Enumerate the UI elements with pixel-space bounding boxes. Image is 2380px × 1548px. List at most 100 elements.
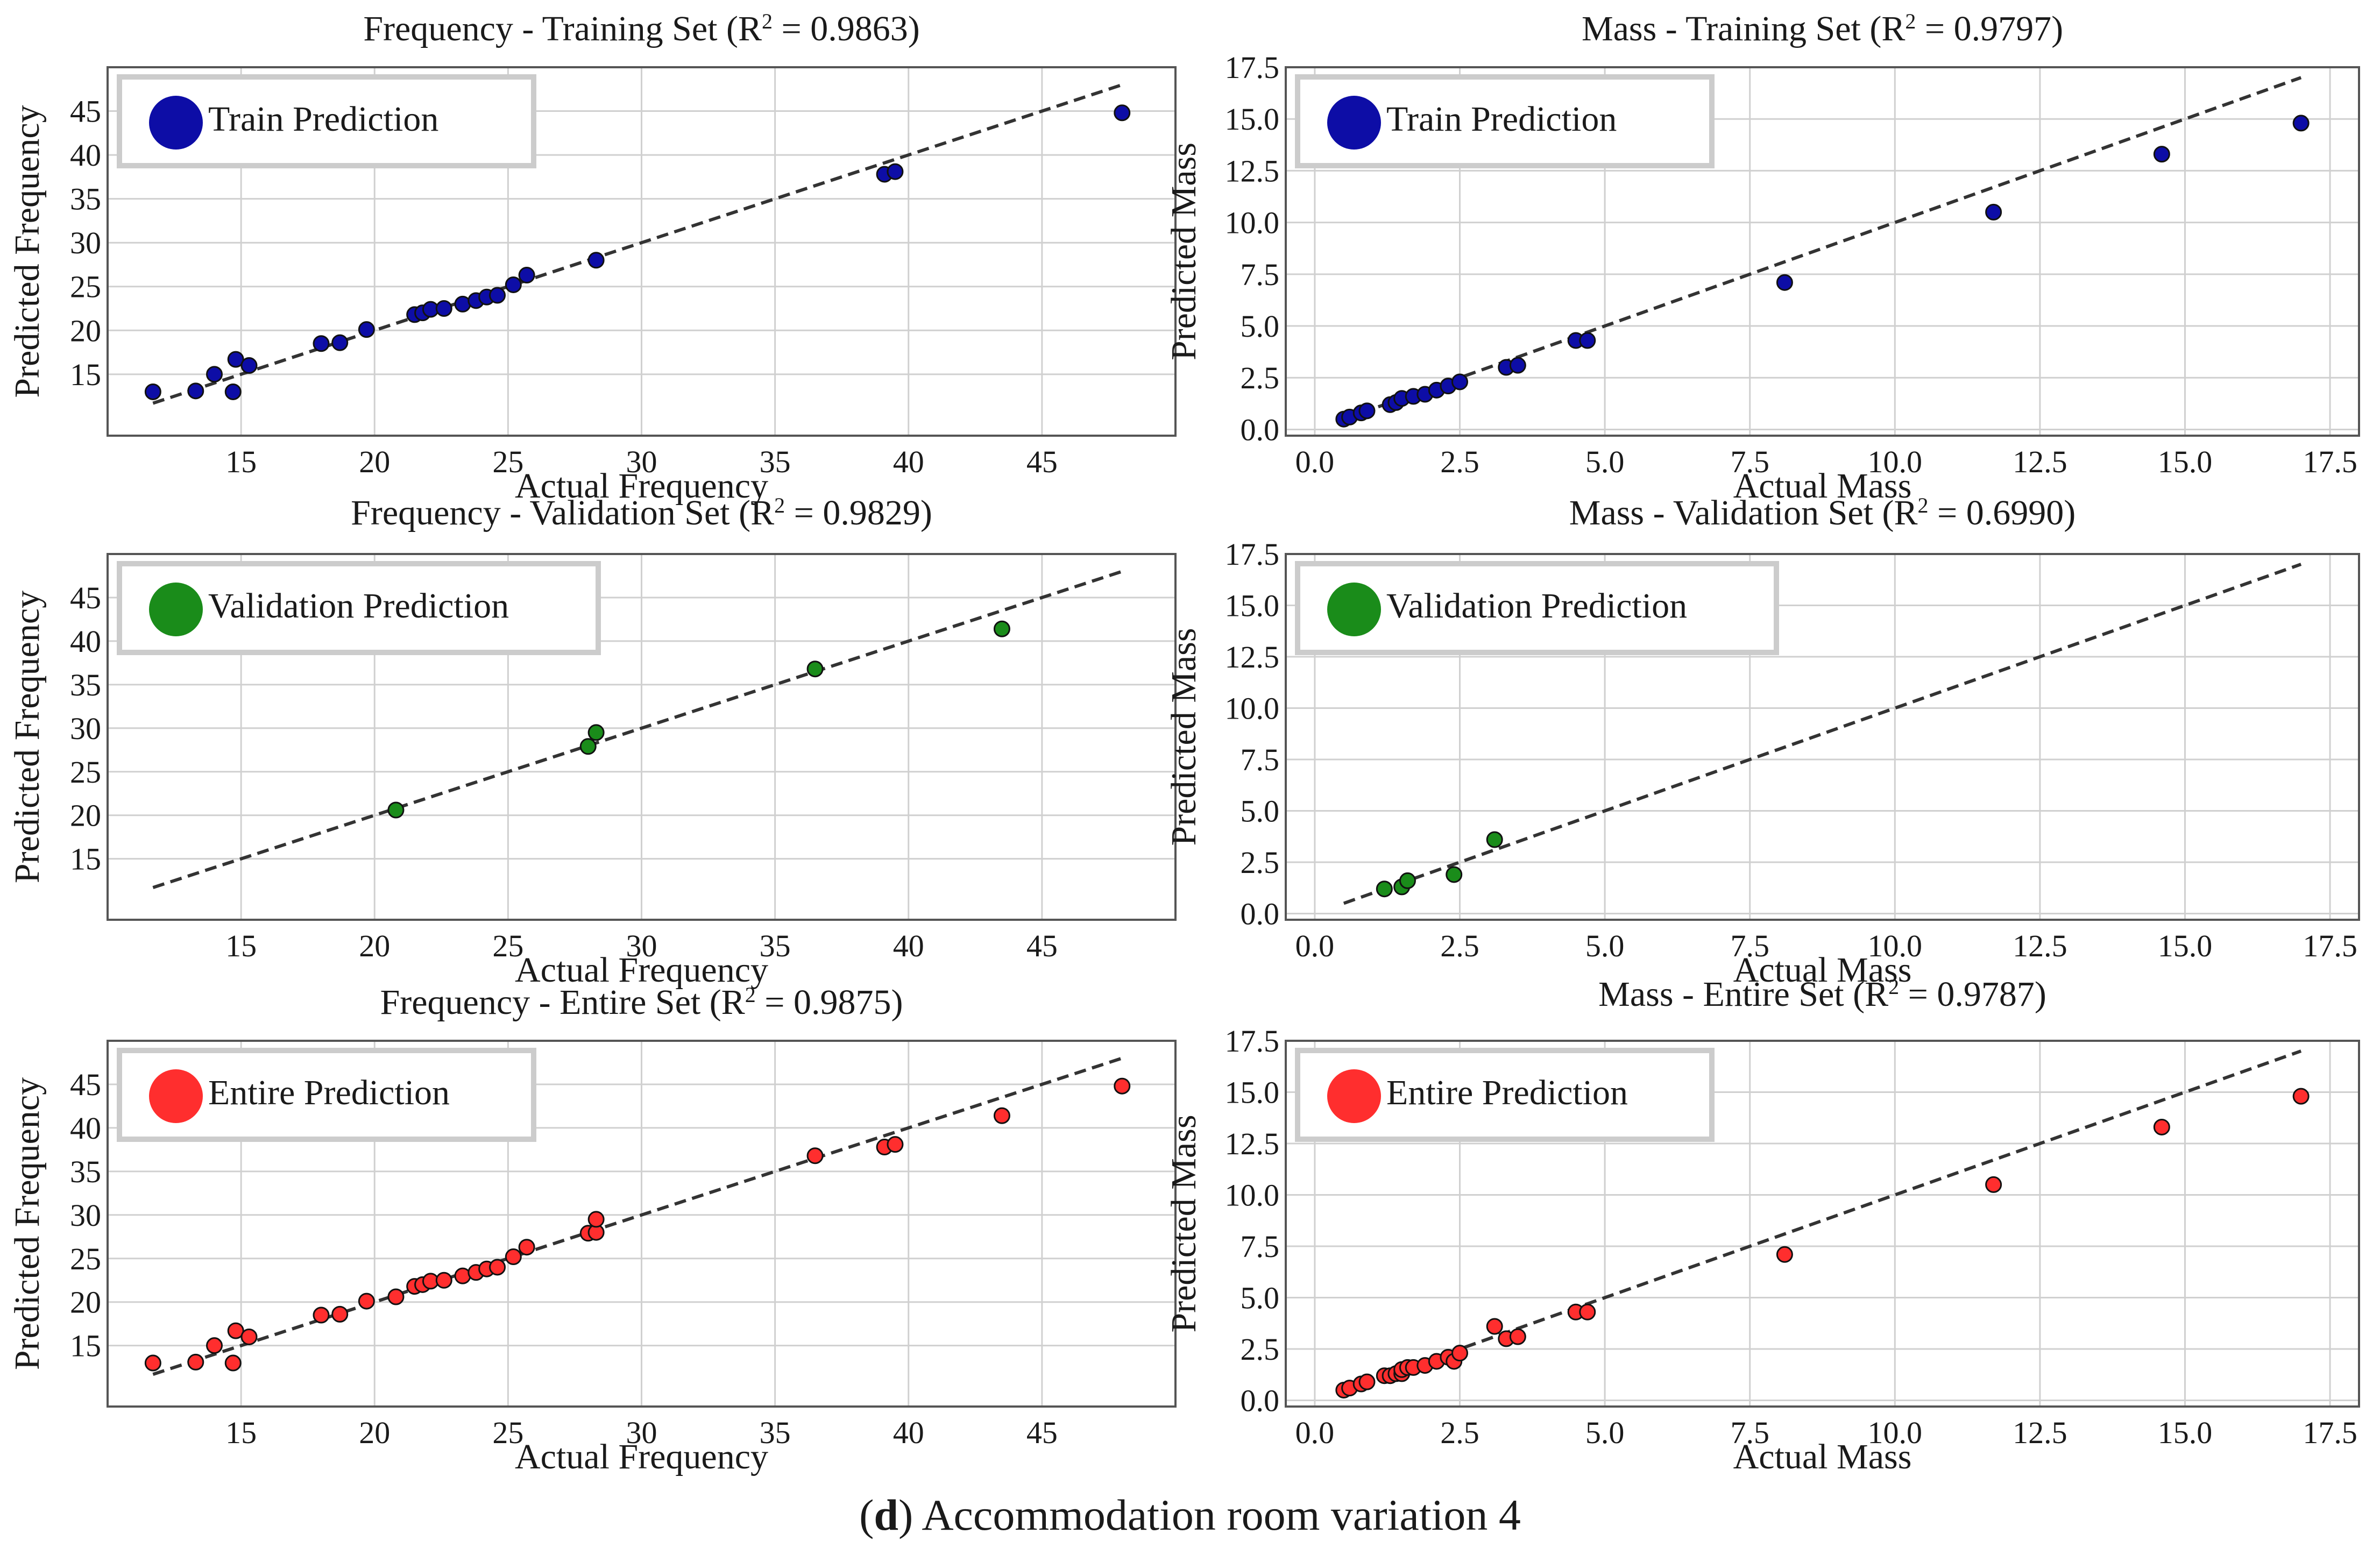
y-tick-label: 17.5	[1225, 1024, 1280, 1059]
y-tick-label: 45	[70, 580, 101, 615]
legend-label: Entire Prediction	[208, 1073, 450, 1112]
data-point	[435, 300, 452, 317]
data-point	[1509, 1328, 1526, 1345]
data-point	[1776, 1246, 1793, 1263]
x-axis-label: Actual Frequency	[515, 1437, 768, 1476]
data-point	[435, 1272, 452, 1289]
y-tick-label: 17.5	[1225, 537, 1280, 572]
chart-title: Mass - Training Set (R2 = 0.9797)	[1582, 9, 2063, 49]
data-point	[387, 801, 405, 819]
data-point	[887, 1136, 904, 1153]
y-tick-label: 30	[70, 1198, 101, 1233]
x-tick-label: 7.5	[1730, 444, 1769, 479]
data-point	[206, 1337, 223, 1354]
x-tick-label: 10.0	[1868, 444, 1923, 479]
data-point	[993, 620, 1010, 637]
x-tick-label: 15.0	[2158, 1415, 2213, 1450]
chart-6: Mass - Entire Set (R2 = 0.9787) 0.0 2.5 5.0…	[1164, 975, 2360, 1476]
data-point	[1358, 1373, 1376, 1390]
data-point	[1114, 1077, 1131, 1095]
x-axis-label: Actual Frequency	[515, 950, 768, 990]
y-tick-label: 12.5	[1225, 640, 1280, 674]
data-point	[518, 267, 535, 284]
y-tick-label: 0.0	[1241, 1383, 1280, 1418]
data-point	[227, 351, 244, 368]
y-tick-label: 5.0	[1241, 309, 1280, 344]
data-point	[806, 661, 824, 678]
chart-title: Frequency - Training Set (R2 = 0.9863)	[363, 9, 919, 49]
x-tick-label: 15	[225, 928, 257, 963]
x-tick-label: 7.5	[1730, 1415, 1769, 1450]
legend-marker	[149, 96, 203, 150]
legend-label: Validation Prediction	[1386, 586, 1687, 626]
plot-frame	[107, 553, 1177, 921]
x-tick-label: 45	[1026, 928, 1058, 963]
x-tick-label: 0.0	[1295, 1415, 1335, 1450]
x-tick-label: 5.0	[1585, 444, 1625, 479]
data-point	[1579, 1303, 1596, 1320]
y-tick-label: 5.0	[1241, 794, 1280, 829]
data-point	[2153, 1118, 2170, 1135]
data-point	[331, 334, 349, 351]
chart-title: Mass - Validation Set (R2 = 0.6990)	[1569, 493, 2076, 533]
data-point	[144, 1354, 161, 1372]
data-point	[505, 1248, 522, 1266]
chart-title: Mass - Entire Set (R2 = 0.9787)	[1598, 975, 2046, 1014]
y-tick-label: 2.5	[1241, 845, 1280, 880]
data-point	[505, 276, 522, 293]
legend-label: Validation Prediction	[208, 586, 509, 626]
data-point	[1399, 872, 1416, 889]
x-axis-label: Actual Frequency	[515, 466, 768, 506]
data-point	[387, 1288, 405, 1305]
y-tick-label: 7.5	[1241, 742, 1280, 777]
data-point	[227, 1322, 244, 1339]
data-point	[518, 1239, 535, 1256]
x-tick-label: 10.0	[1868, 928, 1923, 963]
x-tick-label: 40	[893, 928, 924, 963]
data-point	[579, 738, 597, 755]
y-tick-label: 15	[70, 1329, 101, 1364]
caption-letter: d	[874, 1490, 899, 1539]
data-point	[240, 357, 258, 374]
legend-box	[117, 561, 601, 655]
data-point	[187, 382, 204, 400]
x-axis-label: Actual Mass	[1733, 1437, 1912, 1476]
y-tick-label: 20	[70, 1285, 101, 1320]
x-tick-label: 35	[760, 1415, 791, 1450]
y-tick-label: 40	[70, 1111, 101, 1146]
y-tick-label: 5.0	[1241, 1281, 1280, 1316]
x-tick-label: 2.5	[1440, 1415, 1479, 1450]
x-tick-label: 17.5	[2303, 928, 2357, 963]
x-tick-label: 25	[492, 444, 523, 479]
reference-line	[1343, 563, 2302, 905]
chart-title: Frequency - Validation Set (R2 = 0.9829)	[351, 493, 932, 533]
y-tick-label: 15.0	[1225, 1075, 1280, 1110]
x-tick-label: 12.5	[2013, 444, 2067, 479]
x-tick-label: 17.5	[2303, 1415, 2357, 1450]
chart-3: Frequency - Validation Set (R2 = 0.9829)…	[8, 493, 1177, 990]
legend-marker	[149, 583, 203, 636]
x-tick-label: 30	[626, 1415, 657, 1450]
x-tick-label: 2.5	[1440, 444, 1479, 479]
reference-line	[152, 570, 1123, 889]
data-point	[313, 1306, 330, 1324]
x-tick-label: 2.5	[1440, 928, 1479, 963]
y-axis-label: Predicted Frequency	[8, 1077, 47, 1370]
y-tick-label: 10.0	[1225, 691, 1280, 726]
x-tick-label: 0.0	[1295, 928, 1335, 963]
chart-title: Frequency - Entire Set (R2 = 0.9875)	[380, 983, 903, 1022]
y-tick-label: 30	[70, 225, 101, 260]
x-tick-label: 30	[626, 444, 657, 479]
data-point	[2292, 1088, 2310, 1105]
data-point	[144, 383, 161, 400]
data-point	[1451, 1345, 1469, 1362]
data-point	[993, 1107, 1010, 1124]
figure: Frequency - Training Set (R2 = 0.9863) 15…	[8, 9, 2360, 1476]
y-tick-label: 15	[70, 357, 101, 392]
data-point	[1446, 866, 1463, 883]
y-tick-label: 0.0	[1241, 412, 1280, 447]
data-point	[1776, 274, 1793, 291]
y-tick-label: 20	[70, 313, 101, 348]
x-tick-label: 12.5	[2013, 928, 2067, 963]
x-tick-label: 15	[225, 1415, 257, 1450]
